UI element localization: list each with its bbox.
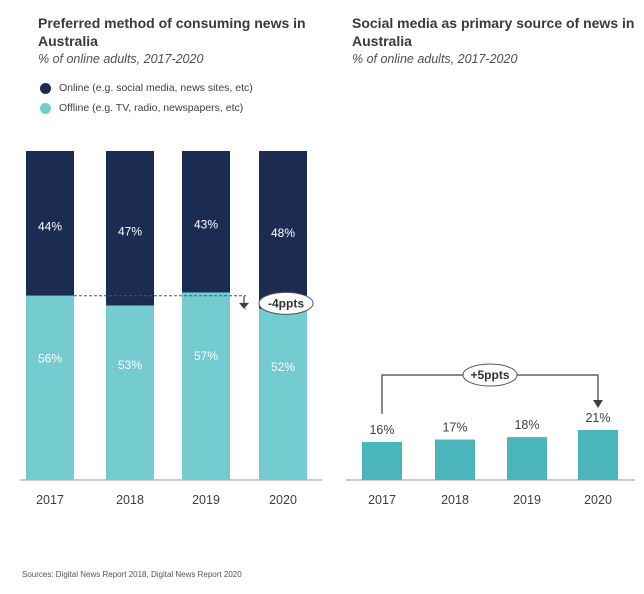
- legend-offline: Offline (e.g. TV, radio, newspapers, etc…: [40, 102, 243, 114]
- right-change-arrow-head: [593, 400, 603, 409]
- left-change-callout: [258, 291, 314, 315]
- label-offline-2017: 56%: [38, 351, 62, 365]
- right-chart-title: Social media as primary source of news i…: [352, 15, 635, 49]
- bar-online-2020: [259, 151, 307, 309]
- source-note: Sources: Digital News Report 2018, Digit…: [22, 570, 242, 579]
- legend-online-label: Online (e.g. social media, news sites, e…: [59, 82, 253, 94]
- left-x-tick-2017: 2017: [36, 493, 64, 507]
- left-x-tick-2019: 2019: [192, 493, 220, 507]
- label-offline-2018: 53%: [118, 358, 142, 372]
- label-online-2019: 43%: [194, 218, 218, 232]
- left-change-callout-label: -4ppts: [268, 296, 304, 310]
- bar-online-2019: [182, 151, 230, 293]
- label-online-2020: 48%: [271, 226, 295, 240]
- bar-offline-2017: [26, 295, 74, 480]
- legend-online-swatch: [40, 82, 51, 94]
- right-x-tick-2019: 2019: [513, 493, 541, 507]
- right-change-callout: [462, 363, 518, 387]
- label-online-2018: 47%: [118, 224, 142, 238]
- left-x-tick-2018: 2018: [116, 493, 144, 507]
- legend-offline-swatch: [40, 102, 51, 114]
- social-label-2018: 17%: [442, 421, 467, 435]
- label-offline-2020: 52%: [271, 360, 295, 374]
- social-label-2017: 16%: [369, 423, 394, 437]
- legend-online: Online (e.g. social media, news sites, e…: [40, 82, 253, 94]
- left-chart-title: Preferred method of consuming news in Au…: [38, 15, 306, 49]
- legend-offline-label: Offline (e.g. TV, radio, newspapers, etc…: [59, 102, 244, 114]
- bar-offline-2018: [106, 305, 154, 480]
- label-online-2017: 44%: [38, 219, 62, 233]
- right-x-tick-2018: 2018: [441, 493, 469, 507]
- social-label-2020: 21%: [585, 411, 610, 425]
- social-bar-2017: [362, 441, 402, 480]
- label-offline-2019: 57%: [194, 349, 218, 363]
- right-x-tick-2020: 2020: [584, 493, 612, 507]
- bar-offline-2019: [182, 292, 230, 480]
- left-change-arrow-head: [239, 302, 249, 309]
- social-label-2019: 18%: [514, 418, 539, 432]
- bar-online-2018: [106, 151, 154, 306]
- bar-online-2017: [26, 151, 74, 296]
- left-x-tick-2020: 2020: [269, 493, 297, 507]
- right-x-tick-2017: 2017: [368, 493, 396, 507]
- right-chart-subtitle: % of online adults, 2017-2020: [352, 52, 518, 66]
- bar-offline-2020: [259, 308, 307, 480]
- left-chart-subtitle: % of online adults, 2017-2020: [38, 52, 204, 66]
- social-bar-2018: [435, 439, 475, 480]
- social-bar-2019: [507, 437, 547, 480]
- right-change-callout-label: +5ppts: [470, 368, 509, 382]
- social-bar-2020: [578, 430, 618, 480]
